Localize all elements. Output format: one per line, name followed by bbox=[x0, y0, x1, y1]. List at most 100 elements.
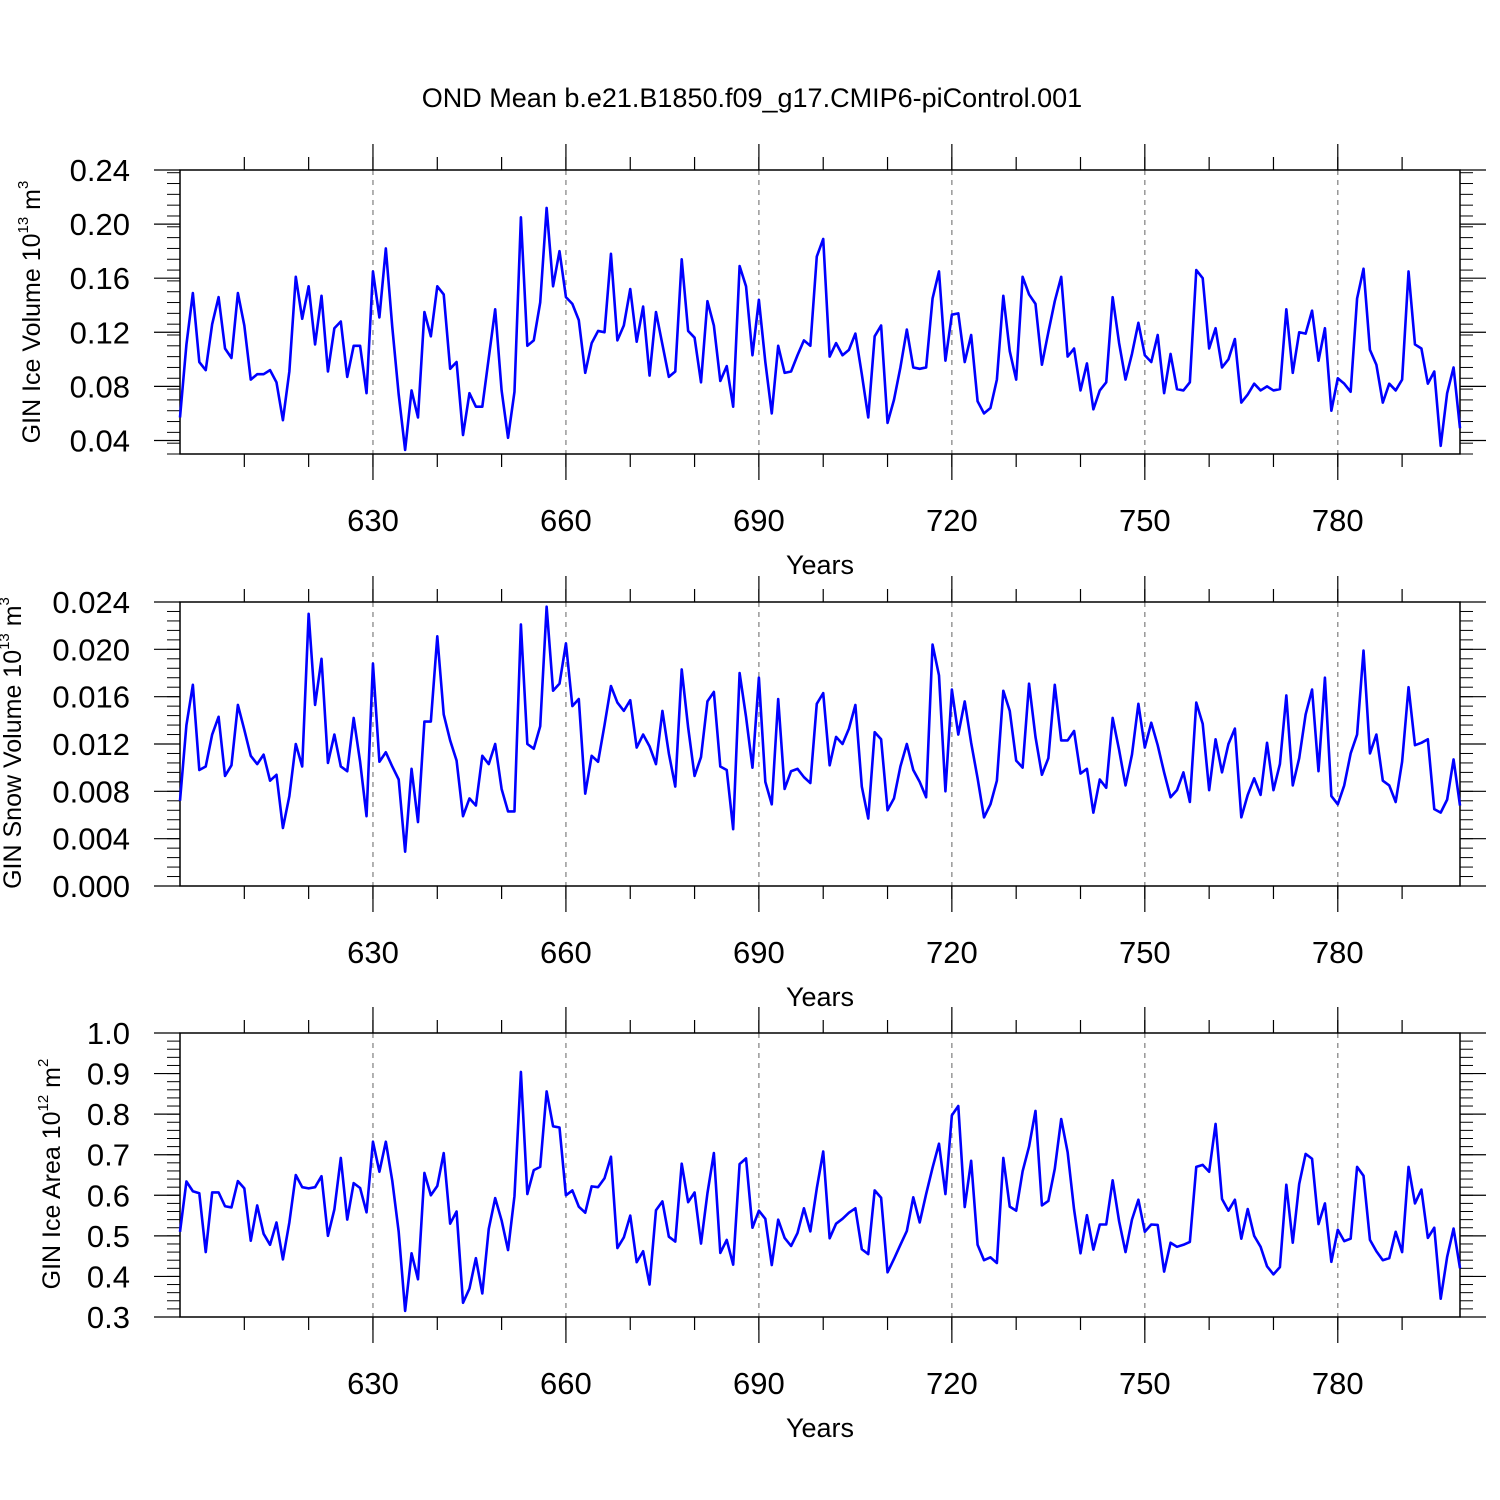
data-point bbox=[1047, 757, 1049, 759]
data-point bbox=[411, 389, 413, 391]
data-point bbox=[629, 699, 631, 701]
data-point bbox=[867, 416, 869, 418]
data-point bbox=[1028, 683, 1030, 685]
data-point bbox=[751, 767, 753, 769]
data-point bbox=[674, 371, 676, 373]
data-point bbox=[1240, 402, 1242, 404]
data-point bbox=[1337, 1229, 1339, 1231]
data-point bbox=[552, 690, 554, 692]
data-point bbox=[1324, 1202, 1326, 1204]
data-point bbox=[1375, 364, 1377, 366]
data-point bbox=[668, 752, 670, 754]
y-axis-label-exponent: 13 bbox=[0, 633, 13, 650]
series-line bbox=[178, 206, 1462, 452]
data-point bbox=[269, 369, 271, 371]
data-point bbox=[1170, 796, 1172, 798]
data-point bbox=[475, 805, 477, 807]
data-point bbox=[404, 1310, 406, 1312]
data-point bbox=[1260, 1246, 1262, 1248]
data-point bbox=[1195, 269, 1197, 271]
data-point bbox=[1408, 1166, 1410, 1168]
y-tick-label: 0.4 bbox=[87, 1259, 130, 1294]
data-point bbox=[661, 710, 663, 712]
data-point bbox=[533, 748, 535, 750]
data-point bbox=[687, 726, 689, 728]
data-point bbox=[854, 704, 856, 706]
data-point bbox=[391, 326, 393, 328]
data-point bbox=[256, 763, 258, 765]
data-point bbox=[758, 677, 760, 679]
data-point bbox=[1221, 771, 1223, 773]
data-point bbox=[668, 376, 670, 378]
data-point bbox=[378, 761, 380, 763]
data-point bbox=[558, 683, 560, 685]
data-point bbox=[449, 739, 451, 741]
data-point bbox=[944, 790, 946, 792]
data-point bbox=[205, 369, 207, 371]
data-point bbox=[179, 416, 181, 418]
data-point bbox=[1157, 1224, 1159, 1226]
data-point bbox=[893, 1258, 895, 1260]
data-point bbox=[816, 256, 818, 258]
data-point bbox=[468, 392, 470, 394]
data-point bbox=[1144, 1231, 1146, 1233]
data-point bbox=[301, 765, 303, 767]
data-point bbox=[488, 1228, 490, 1230]
x-tick-label: 780 bbox=[1312, 503, 1364, 538]
data-point bbox=[829, 764, 831, 766]
x-tick-label: 660 bbox=[540, 1366, 592, 1401]
data-point bbox=[282, 419, 284, 421]
data-point bbox=[681, 668, 683, 670]
data-point bbox=[185, 343, 187, 345]
data-point bbox=[861, 1248, 863, 1250]
data-point bbox=[1208, 348, 1210, 350]
data-point bbox=[539, 725, 541, 727]
data-point bbox=[378, 1171, 380, 1173]
y-axis-label-unit: m bbox=[18, 189, 46, 217]
y-axis-label-unit: m bbox=[38, 1067, 66, 1095]
data-point bbox=[449, 1223, 451, 1225]
data-point bbox=[989, 407, 991, 409]
data-point bbox=[211, 1191, 213, 1193]
data-point bbox=[1440, 1298, 1442, 1300]
data-point bbox=[462, 1302, 464, 1304]
y-tick-label: 0.08 bbox=[70, 369, 130, 404]
data-point bbox=[385, 751, 387, 753]
data-point bbox=[1022, 276, 1024, 278]
data-point bbox=[224, 348, 226, 350]
data-point bbox=[764, 361, 766, 363]
data-point bbox=[829, 1237, 831, 1239]
data-point bbox=[623, 1236, 625, 1238]
data-point bbox=[1388, 1257, 1390, 1259]
data-point bbox=[1453, 366, 1455, 368]
data-point bbox=[1408, 270, 1410, 272]
data-point bbox=[372, 270, 374, 272]
data-point bbox=[1080, 773, 1082, 775]
data-point bbox=[616, 702, 618, 704]
data-point bbox=[899, 366, 901, 368]
x-tick-label: 690 bbox=[733, 935, 785, 970]
data-point bbox=[513, 810, 515, 812]
data-point bbox=[250, 755, 252, 757]
data-point bbox=[436, 285, 438, 287]
data-point bbox=[944, 360, 946, 362]
data-point bbox=[1041, 1204, 1043, 1206]
data-point bbox=[295, 276, 297, 278]
x-tick-label: 630 bbox=[347, 935, 399, 970]
data-point bbox=[359, 761, 361, 763]
data-point bbox=[1015, 379, 1017, 381]
data-point bbox=[250, 379, 252, 381]
data-point bbox=[957, 734, 959, 736]
data-point bbox=[269, 1244, 271, 1246]
data-point bbox=[1337, 803, 1339, 805]
data-point bbox=[520, 623, 522, 625]
data-point bbox=[404, 449, 406, 451]
data-point bbox=[456, 361, 458, 363]
data-point bbox=[1002, 295, 1004, 297]
data-point bbox=[1311, 310, 1313, 312]
y-tick-label: 1.0 bbox=[87, 1016, 130, 1051]
data-point bbox=[449, 368, 451, 370]
data-point bbox=[1395, 1231, 1397, 1233]
data-point bbox=[938, 1143, 940, 1145]
data-point bbox=[513, 391, 515, 393]
